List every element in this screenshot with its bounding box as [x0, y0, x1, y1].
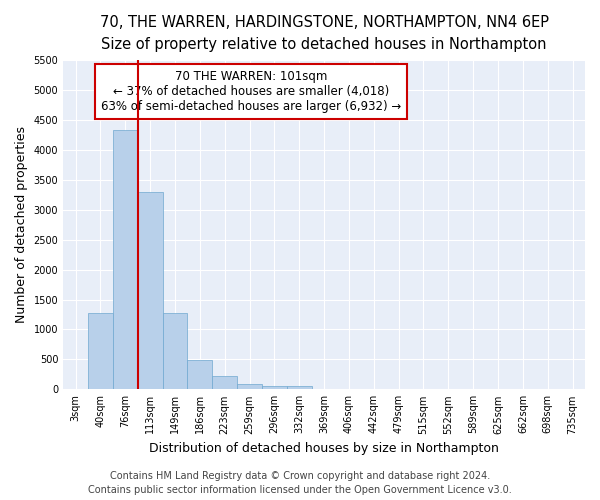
Text: Contains HM Land Registry data © Crown copyright and database right 2024.
Contai: Contains HM Land Registry data © Crown c… [88, 471, 512, 495]
Title: 70, THE WARREN, HARDINGSTONE, NORTHAMPTON, NN4 6EP
Size of property relative to : 70, THE WARREN, HARDINGSTONE, NORTHAMPTO… [100, 15, 548, 52]
Bar [113, 130, 138, 390]
Text: 70 THE WARREN: 101sqm
← 37% of detached houses are smaller (4,018)
63% of semi-d: 70 THE WARREN: 101sqm ← 37% of detached … [101, 70, 401, 113]
Bar [138, 192, 163, 390]
Bar [187, 360, 212, 390]
Bar [237, 384, 262, 390]
Bar [88, 314, 113, 390]
Bar [287, 386, 311, 390]
Bar [262, 386, 287, 390]
Y-axis label: Number of detached properties: Number of detached properties [15, 126, 28, 324]
Bar [163, 312, 187, 390]
X-axis label: Distribution of detached houses by size in Northampton: Distribution of detached houses by size … [149, 442, 499, 455]
Bar [212, 376, 237, 390]
